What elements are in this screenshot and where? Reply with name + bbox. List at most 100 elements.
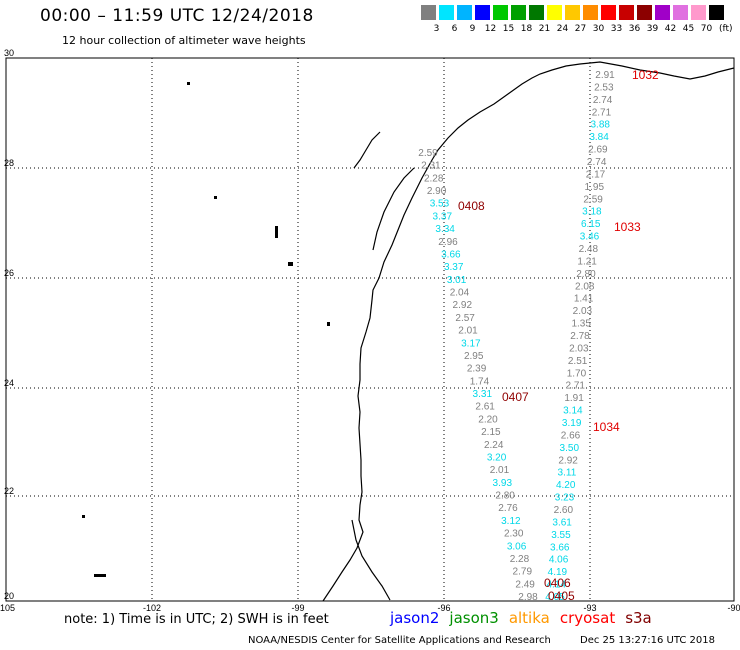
scale-label: 21 [538,24,551,34]
scale-label: 36 [628,24,641,34]
swh-value: 2.78 [570,331,590,342]
swh-value: 2.79 [513,567,533,578]
swh-value: 3.84 [589,132,609,143]
swh-value: 1.70 [567,368,587,379]
swh-value: 1.74 [470,376,490,387]
longitude-label: -93 [583,603,596,613]
swh-value: 4.06 [549,555,569,566]
swh-value: 1.41 [574,294,594,305]
credit-text: NOAA/NESDIS Center for Satellite Applica… [248,635,551,646]
swh-value: 2.15 [481,427,501,438]
scale-swatch [475,5,490,20]
scale-label: 42 [664,24,677,34]
swh-value: 3.06 [507,541,527,552]
latitude-label: 20 [4,591,14,601]
swh-value: 3.88 [591,120,611,131]
longitude-label: -102 [143,603,161,613]
island [275,226,278,238]
swh-value: 3.20 [487,452,507,463]
swh-value: 2.98 [518,592,538,603]
scale-label: 70 [700,24,713,34]
scale-swatch [583,5,598,20]
swh-value: 2.66 [561,430,581,441]
latitude-label: 24 [4,378,14,388]
generated-time: Dec 25 13:27:16 UTC 2018 [580,635,715,646]
island [187,82,190,85]
swh-value: 2.01 [490,465,510,476]
swh-value: 3.55 [551,530,571,541]
latitude-label: 26 [4,268,14,278]
swh-value: 3.01 [447,275,467,286]
track-jason2: 2.592.312.282.903.533.373.342.963.663.37… [418,148,538,603]
swh-value: 3.50 [560,443,580,454]
swh-value: 2.20 [478,414,498,425]
barrier-island [372,167,415,251]
swh-value: 3.14 [563,406,583,417]
swh-value: 1.35 [571,319,591,330]
pass-time-label: 0408 [458,199,485,213]
swh-value: 2.39 [467,364,487,375]
scale-label: 24 [556,24,569,34]
swh-value: 2.01 [458,326,478,337]
satellite-legend: jason2 jason3 altika cryosat s3a [390,609,662,627]
legend-cryosat: cryosat [559,609,616,627]
mexico-coast [351,519,391,601]
note-text: note: 1) Time is in UTC; 2) SWH is in fe… [64,612,329,627]
swh-value: 3.61 [552,517,572,528]
legend-s3a: s3a [625,609,652,627]
swh-value: 3.37 [433,211,453,222]
legend-altika: altika [508,609,550,627]
pass-time-label: 1032 [632,68,659,82]
swh-value: 2.92 [558,455,578,466]
swh-value: 2.28 [424,173,444,184]
swh-value: 3.11 [558,468,577,479]
swh-value: 2.96 [438,237,458,248]
scale-label: 12 [484,24,497,34]
scale-swatch [601,5,616,20]
swh-value: 3.19 [562,418,582,429]
pass-time-label: 1034 [593,420,620,434]
swh-value: 2.90 [427,186,447,197]
swh-value: 2.92 [453,300,473,311]
scale-label: 9 [469,24,476,34]
scale-label: 15 [502,24,515,34]
swh-value: 2.08 [575,281,595,292]
swh-value: 2.28 [510,554,530,565]
island [94,574,106,577]
pass-time-label: 0405 [548,589,575,603]
swh-value: 3.34 [435,224,455,235]
scale-swatch [547,5,562,20]
map-subtitle: 12 hour collection of altimeter wave hei… [62,34,306,47]
longitude-label: -96 [437,603,450,613]
longitude-label: -90 [727,603,740,613]
legend-jason2: jason2 [390,609,440,627]
scale-swatch [565,5,580,20]
coastline-main [322,61,735,602]
scale-swatch [529,5,544,20]
swh-value: 3.46 [580,232,600,243]
scale-label: 3 [433,24,440,34]
swh-value: 2.71 [566,381,586,392]
swh-value: 2.61 [475,402,495,413]
scale-swatch [619,5,634,20]
scale-label: 30 [592,24,605,34]
swh-value: 3.12 [501,516,521,527]
swh-value: 3.66 [550,542,570,553]
map-frame [5,57,735,602]
island [214,196,217,199]
scale-swatch [637,5,652,20]
swh-value: 2.95 [464,351,484,362]
swh-value: 2.59 [583,194,603,205]
swh-value: 2.69 [588,145,608,156]
swh-value: 2.31 [421,161,441,172]
swh-value: 3.53 [430,199,450,210]
swh-value: 2.57 [455,313,475,324]
latitude-label: 28 [4,158,14,168]
swh-value: 3.17 [461,338,481,349]
swh-value: 4.14 [546,580,566,591]
pass-time-label: 0407 [502,390,529,404]
swh-value: 2.74 [593,95,613,106]
swh-value: 3.66 [441,249,461,260]
swh-value: 2.30 [504,529,524,540]
